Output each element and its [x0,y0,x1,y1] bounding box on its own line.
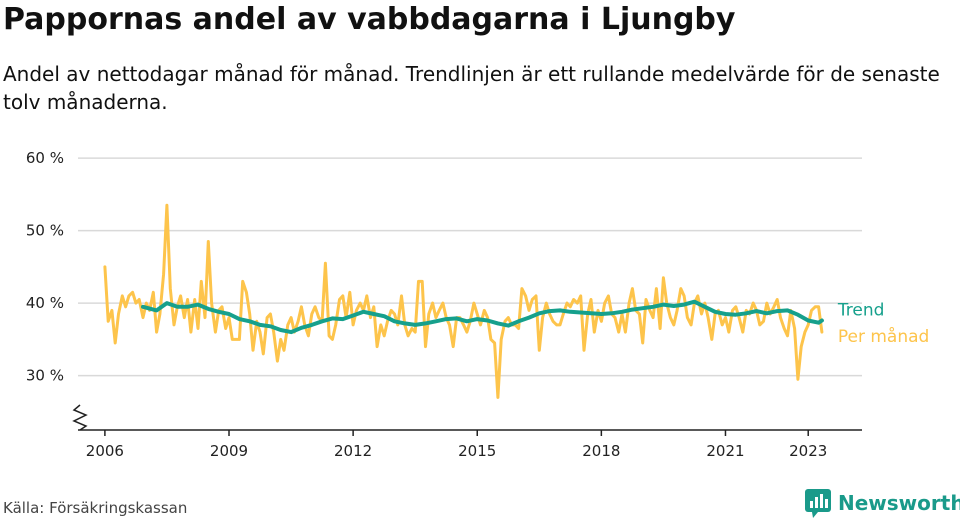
x-tick-label: 2009 [210,442,248,460]
y-tick-label: 60 % [26,149,64,167]
series-line-monthly [103,203,824,399]
axis-break-icon [72,404,88,431]
series-line-trend [141,299,824,335]
axes: 30 % 40 % 50 % 60 % 2006 2009 2012 2015 2018 2021… [26,149,862,460]
x-tick-label: 2006 [86,442,124,460]
series-label-trend: Trend [837,301,885,321]
brand-logo: Newsworthy [804,488,960,518]
series-label-monthly: Per månad [838,326,929,347]
y-tick-label: 30 % [26,367,64,385]
x-tick-label: 2021 [706,442,744,460]
series [103,203,824,399]
chart-subtitle: Andel av nettodagar månad för månad. Tre… [3,62,940,114]
chart-title: Pappornas andel av vabbdagarna i Ljungby [3,2,736,37]
gridlines [78,157,862,377]
newsworthy-logo-icon [805,489,831,518]
brand-name: Newsworthy [838,491,960,515]
x-tick-label: 2015 [458,442,496,460]
series-labels: Per månad Trend [837,301,929,348]
x-tick-label: 2018 [582,442,620,460]
x-tick-label: 2012 [334,442,372,460]
x-tick-label: 2023 [789,442,827,460]
y-tick-label: 40 % [26,294,64,312]
y-tick-label: 50 % [26,222,64,240]
source-note: Källa: Försäkringskassan [3,499,188,517]
